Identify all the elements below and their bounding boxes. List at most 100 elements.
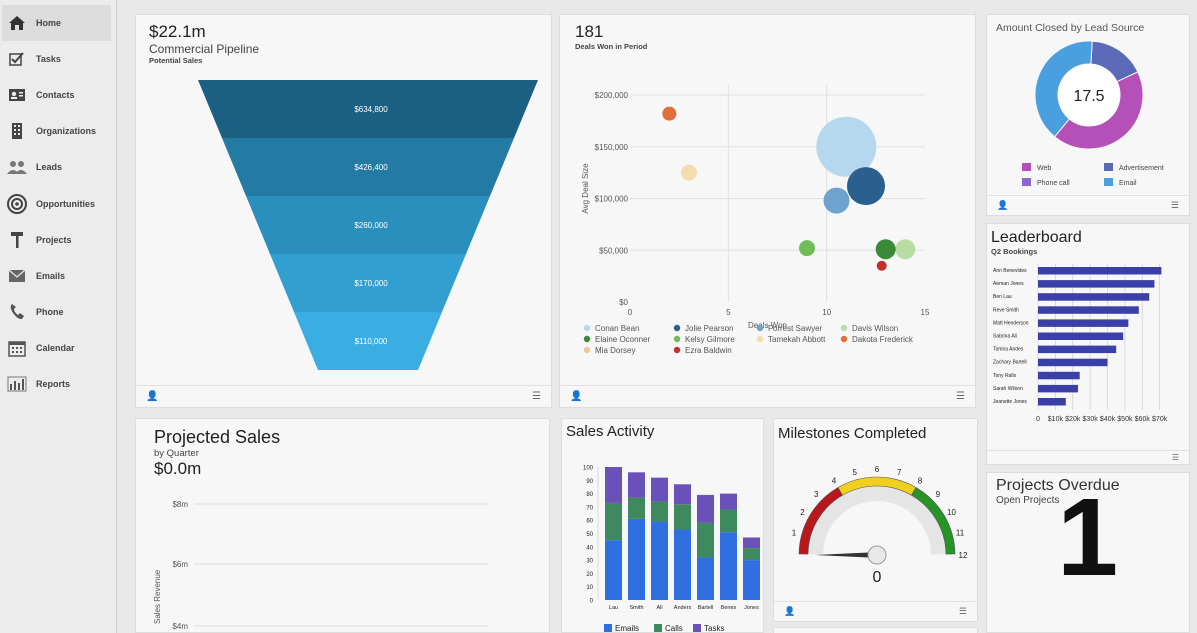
user-icon[interactable]: 👤 <box>997 200 1009 210</box>
leaderboard-bar[interactable] <box>1038 319 1129 327</box>
gauge-tick-label: 11 <box>956 529 965 538</box>
contact-card-icon <box>4 88 30 102</box>
legend-label: Conan Bean <box>595 324 639 333</box>
activity-bar-segment[interactable] <box>697 557 714 600</box>
funnel-stage[interactable] <box>246 196 490 254</box>
list-icon[interactable]: ☰ <box>1171 453 1179 462</box>
leaderboard-bar[interactable] <box>1038 345 1117 354</box>
user-icon[interactable]: 👤 <box>570 391 583 402</box>
legend-label: Ezra Baldwin <box>685 346 732 355</box>
scatter-point[interactable] <box>895 239 916 260</box>
activity-bar-segment[interactable] <box>651 501 668 522</box>
leaderboard-name: Reve Smith <box>993 307 1019 313</box>
legend-swatch <box>583 335 591 343</box>
activity-bar-segment[interactable] <box>605 540 622 600</box>
funnel-stage-label: $426,400 <box>354 163 388 172</box>
activity-bar-segment[interactable] <box>720 509 737 533</box>
list-icon[interactable]: ☰ <box>1170 200 1179 210</box>
sidebar-item-projects[interactable]: Projects <box>2 222 111 258</box>
activity-bar-segment[interactable] <box>674 484 691 505</box>
gauge-tick-label: 3 <box>814 490 819 499</box>
sidebar-item-leads[interactable]: Leads <box>2 149 111 185</box>
activity-bar-segment[interactable] <box>651 477 668 502</box>
scatter-point[interactable] <box>847 167 885 206</box>
scatter-point[interactable] <box>681 164 697 181</box>
x-tick-label: Anders <box>674 605 692 611</box>
activity-bar-segment[interactable] <box>605 502 622 541</box>
gauge-tick-label: 12 <box>959 551 968 560</box>
x-tick-label: 0 <box>628 308 633 317</box>
leaderboard-bar[interactable] <box>1038 398 1066 406</box>
funnel-stage[interactable] <box>270 254 466 312</box>
leaderboard-name: Sarah Wilson <box>993 386 1023 392</box>
legend-label: Elaine Oconner <box>595 335 650 344</box>
x-tick-label: Ali <box>656 605 662 611</box>
activity-bar-segment[interactable] <box>674 504 691 530</box>
scatter-point[interactable] <box>875 239 896 260</box>
activity-bar-segment[interactable] <box>697 522 714 558</box>
sidebar-item-emails[interactable]: Emails <box>2 258 111 294</box>
leaderboard-bar[interactable] <box>1038 280 1155 288</box>
scatter-point[interactable] <box>816 116 877 177</box>
scatter-point[interactable] <box>876 260 887 271</box>
sidebar-item-label: Projects <box>36 234 72 245</box>
x-tick-label: Smith <box>629 605 643 611</box>
gauge-track <box>805 482 949 555</box>
leaderboard-subtitle: Q2 Bookings <box>991 247 1038 256</box>
scatter-point[interactable] <box>823 187 850 214</box>
sidebar-item-phone[interactable]: Phone <box>2 294 111 330</box>
leaderboard-bar[interactable] <box>1038 293 1150 301</box>
sidebar-item-label: Tasks <box>36 54 61 65</box>
x-tick-label: Jones <box>744 605 759 611</box>
leaderboard-bar[interactable] <box>1038 267 1162 275</box>
leaderboard-bar[interactable] <box>1038 384 1078 393</box>
deals-subtitle: Deals Won in Period <box>575 42 648 51</box>
list-icon[interactable]: ☰ <box>956 391 965 402</box>
sidebar-item-contacts[interactable]: Contacts <box>2 77 111 113</box>
sales-activity-card: Sales Activity 0 10 20 30 40 50 60 70 80 90 100 Lau… <box>561 418 764 633</box>
sidebar-item-reports[interactable]: Reports <box>2 366 111 402</box>
activity-bar-segment[interactable] <box>674 529 691 600</box>
sidebar-item-tasks[interactable]: Tasks <box>2 41 111 77</box>
sidebar-item-calendar[interactable]: Calendar <box>2 330 111 366</box>
user-icon[interactable]: 👤 <box>784 606 796 616</box>
pipeline-amount: $22.1m <box>149 22 206 41</box>
sidebar-item-home[interactable]: Home <box>2 5 111 41</box>
activity-bar-segment[interactable] <box>697 494 714 523</box>
activity-bar-segment[interactable] <box>743 548 760 561</box>
legend-swatch <box>654 624 662 632</box>
projected-sales-subtitle: by Quarter <box>154 448 199 459</box>
activity-bar-segment[interactable] <box>743 537 760 549</box>
donut-hole <box>1058 64 1120 126</box>
leaderboard-bar[interactable] <box>1038 332 1124 341</box>
activity-bar-segment[interactable] <box>651 521 668 600</box>
scatter-point[interactable] <box>799 240 815 257</box>
activity-bar-segment[interactable] <box>628 472 645 498</box>
leaderboard-bar[interactable] <box>1038 306 1139 314</box>
leaderboard-name: Aeman Jones <box>993 281 1024 287</box>
funnel-stage[interactable] <box>222 138 514 196</box>
sidebar-item-organizations[interactable]: Organizations <box>2 113 111 149</box>
activity-bar-segment[interactable] <box>628 518 645 600</box>
list-icon[interactable]: ☰ <box>532 391 541 402</box>
activity-bar-segment[interactable] <box>628 497 645 519</box>
activity-bar-segment[interactable] <box>743 560 760 600</box>
sidebar-item-opportunities[interactable]: Opportunities <box>2 186 111 222</box>
gauge-needle <box>815 552 879 558</box>
activity-bar-segment[interactable] <box>720 532 737 600</box>
funnel-stage[interactable] <box>198 80 538 138</box>
scatter-point[interactable] <box>662 106 677 121</box>
sales-activity-chart: 0 10 20 30 40 50 60 70 80 90 100 Lau Smith Ali Anders B… <box>583 466 760 632</box>
leaderboard-bar[interactable] <box>1038 358 1108 367</box>
leaderboard-bar[interactable] <box>1038 371 1080 380</box>
user-icon[interactable]: 👤 <box>146 391 159 402</box>
activity-bar-segment[interactable] <box>720 493 737 510</box>
list-icon[interactable]: ☰ <box>958 606 967 616</box>
activity-bar-segment[interactable] <box>605 467 622 503</box>
legend-label: Advertisement <box>1119 165 1164 172</box>
legend-label: Jolie Pearson <box>685 324 733 333</box>
funnel-stage[interactable] <box>294 312 442 370</box>
x-tick-label: Benes <box>721 605 737 611</box>
legend-swatch <box>673 324 681 332</box>
